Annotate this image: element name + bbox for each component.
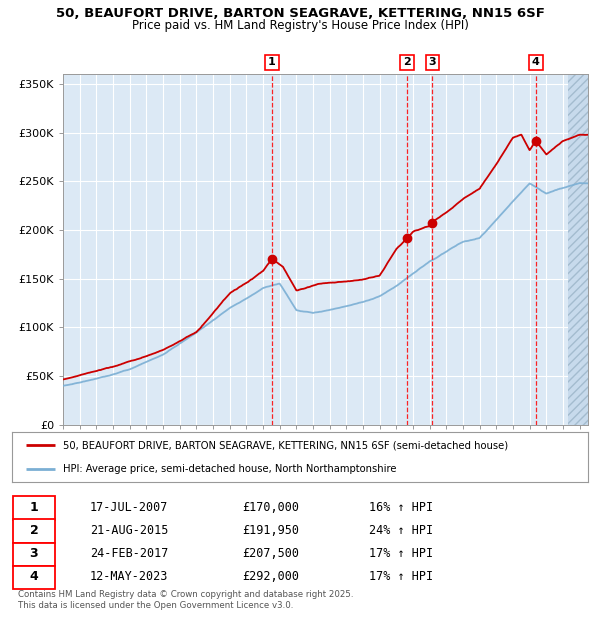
Text: Contains HM Land Registry data © Crown copyright and database right 2025.
This d: Contains HM Land Registry data © Crown c…	[18, 590, 353, 609]
Text: 2: 2	[29, 525, 38, 537]
Text: 24-FEB-2017: 24-FEB-2017	[90, 547, 168, 560]
Text: HPI: Average price, semi-detached house, North Northamptonshire: HPI: Average price, semi-detached house,…	[62, 464, 396, 474]
Text: 50, BEAUFORT DRIVE, BARTON SEAGRAVE, KETTERING, NN15 6SF (semi-detached house): 50, BEAUFORT DRIVE, BARTON SEAGRAVE, KET…	[62, 440, 508, 450]
Text: Price paid vs. HM Land Registry's House Price Index (HPI): Price paid vs. HM Land Registry's House …	[131, 19, 469, 32]
Text: £207,500: £207,500	[242, 547, 299, 560]
Text: 17% ↑ HPI: 17% ↑ HPI	[369, 570, 433, 583]
Text: 16% ↑ HPI: 16% ↑ HPI	[369, 501, 433, 514]
FancyBboxPatch shape	[13, 520, 55, 543]
Text: 3: 3	[29, 547, 38, 560]
FancyBboxPatch shape	[13, 497, 55, 520]
Text: 2: 2	[403, 58, 411, 68]
Text: 12-MAY-2023: 12-MAY-2023	[90, 570, 168, 583]
Text: 4: 4	[29, 570, 38, 583]
FancyBboxPatch shape	[13, 565, 55, 589]
Text: £191,950: £191,950	[242, 525, 299, 537]
Text: 1: 1	[268, 58, 276, 68]
Text: 50, BEAUFORT DRIVE, BARTON SEAGRAVE, KETTERING, NN15 6SF: 50, BEAUFORT DRIVE, BARTON SEAGRAVE, KET…	[56, 7, 544, 20]
Text: 24% ↑ HPI: 24% ↑ HPI	[369, 525, 433, 537]
Text: 17% ↑ HPI: 17% ↑ HPI	[369, 547, 433, 560]
FancyBboxPatch shape	[13, 542, 55, 566]
Text: £292,000: £292,000	[242, 570, 299, 583]
Text: 3: 3	[428, 58, 436, 68]
Bar	[568, 74, 588, 425]
Text: 4: 4	[532, 58, 540, 68]
Text: 1: 1	[29, 501, 38, 514]
Text: 21-AUG-2015: 21-AUG-2015	[90, 525, 168, 537]
Text: £170,000: £170,000	[242, 501, 299, 514]
Text: 17-JUL-2007: 17-JUL-2007	[90, 501, 168, 514]
